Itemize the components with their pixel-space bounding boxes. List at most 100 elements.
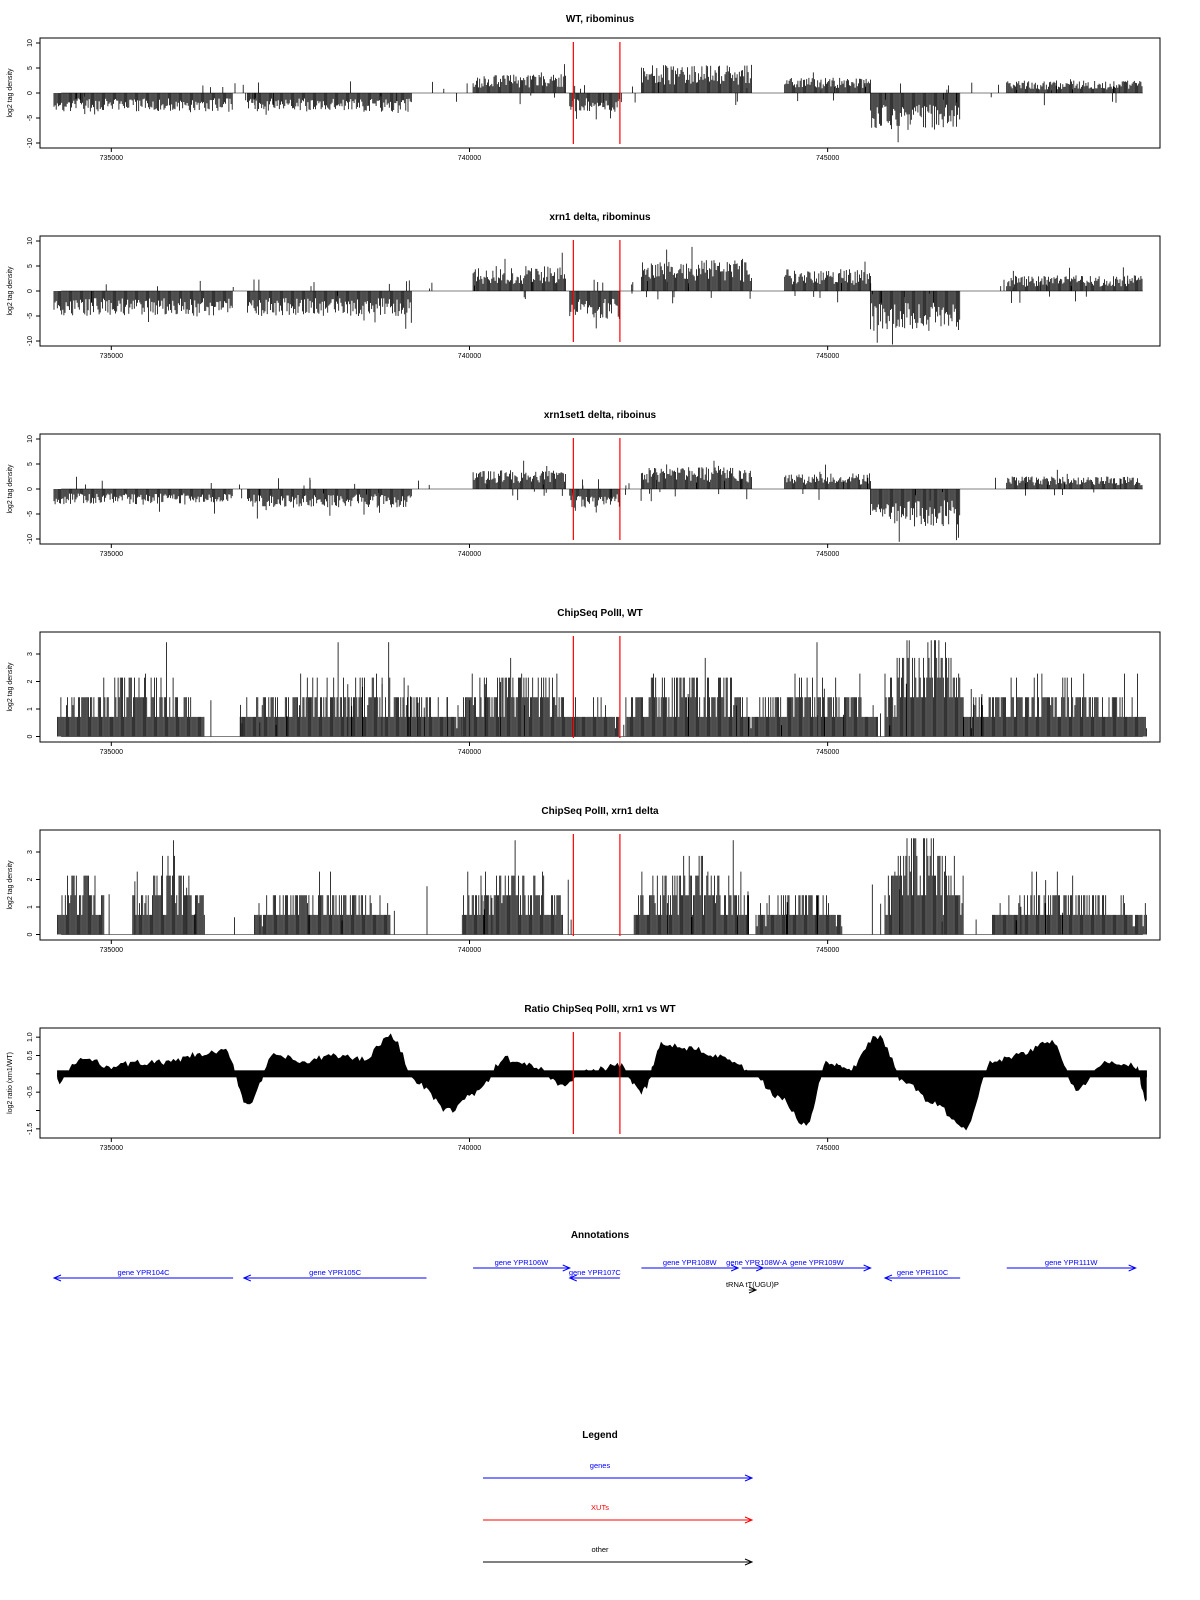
feature-arrowhead: [730, 1264, 740, 1272]
signal-segment-1: [53, 291, 233, 322]
chart-panel-5: ChipSeq PolII, xrn1 delta 0 1 2 3 log2 tag de…: [7, 806, 1161, 954]
signal-segment-3: [472, 64, 566, 93]
y-axis-label: log2 ratio (xrn1/WT): [7, 1052, 14, 1114]
x-tick-label: 745000: [816, 551, 839, 558]
chart-panel-4: ChipSeq PolII, WT 0 1 2 3 log2 tag density 735…: [7, 608, 1161, 756]
x-tick-label: 740000: [458, 749, 481, 756]
panel-title: xrn1 delta, ribominus: [549, 212, 651, 223]
signal-segment-5: [641, 64, 752, 93]
y-tick-label: -10: [27, 534, 34, 544]
y-tick-label: 10: [27, 237, 34, 245]
annotation-genes-feature: gene YPR104C: [52, 1268, 234, 1282]
legend-arrowhead: [744, 1474, 754, 1482]
y-tick-label: 1: [27, 707, 34, 711]
signal-segment-8: [1006, 267, 1143, 291]
chart-panel-2: xrn1 delta, ribominus -10 -5 0 5 10 log2 tag d…: [7, 212, 1161, 360]
feature-arrowhead: [748, 1286, 758, 1294]
y-axis-label: log2 tag density: [7, 68, 14, 118]
signal-segment-4: [569, 489, 620, 513]
signal-segment-6: [784, 464, 871, 489]
annotation-genes-feature: gene YPR107C: [568, 1268, 622, 1282]
feature-label: gene YPR110C: [897, 1268, 949, 1277]
signal-segment-3: [461, 657, 578, 737]
signal-segment-7: [884, 838, 964, 935]
signal-series: [57, 1033, 1147, 1131]
y-tick-label: 3: [27, 850, 34, 854]
y-tick-label: 5: [27, 264, 34, 268]
x-tick-label: 735000: [100, 353, 123, 360]
legend-label: genes: [590, 1461, 611, 1470]
x-tick-label: 745000: [816, 155, 839, 162]
signal-segment-4: [569, 291, 620, 329]
chart-panel-6: Ratio ChipSeq PolII, xrn1 vs WT -1.5 -0.5 0…: [7, 1004, 1161, 1152]
y-axis-label: log2 tag density: [7, 860, 14, 910]
y-tick-label: -5: [27, 313, 34, 319]
y-tick-label: -1.5: [27, 1123, 34, 1135]
signal-segment-5: [633, 840, 749, 935]
signal-segment-5: [641, 246, 752, 291]
x-tick-label: 735000: [100, 155, 123, 162]
annotation-genes-feature: gene YPR105C: [242, 1268, 427, 1282]
y-tick-label: 0.5: [27, 1051, 34, 1061]
annotation-other-feature: tRNA tT(UGU)P: [726, 1280, 779, 1294]
signal-segment-3: [472, 252, 566, 291]
signal-segment-7: [884, 640, 964, 737]
signal-segment-3: [254, 871, 391, 935]
plot-frame: [39, 631, 1161, 743]
feature-label: gene YPR106W: [495, 1258, 550, 1267]
feature-arrowhead: [863, 1264, 872, 1272]
x-tick-label: 740000: [458, 551, 481, 558]
y-axis-label: log2 tag density: [7, 662, 14, 712]
y-tick-label: 2: [27, 877, 34, 881]
x-tick-label: 745000: [816, 947, 839, 954]
y-tick-label: -5: [27, 115, 34, 121]
signal-segment-7: [870, 93, 961, 143]
y-tick-label: 10: [27, 435, 34, 443]
y-tick-label: -5: [27, 511, 34, 517]
plot-frame: [39, 829, 1161, 941]
chart-panel-3: xrn1set1 delta, riboinus -10 -5 0 5 10 log2 ta…: [7, 410, 1161, 558]
x-tick-label: 740000: [458, 353, 481, 360]
signal-segment-6: [784, 72, 871, 93]
signal-series: [53, 460, 1143, 542]
x-tick-label: 745000: [816, 1145, 839, 1152]
signal-segment-6: [748, 642, 878, 737]
feature-label: gene YPR107C: [569, 1268, 622, 1277]
chart-panel-1: WT, ribominus -10 -5 0 5 10 log2 tag density 73…: [7, 14, 1161, 162]
legend-arrowhead: [744, 1558, 754, 1566]
legend-item-other: other: [483, 1545, 754, 1566]
signal-segment-2: [246, 291, 412, 329]
feature-arrowhead: [242, 1274, 252, 1282]
annotation-genes-feature: gene YPR110C: [883, 1268, 961, 1282]
x-tick-label: 745000: [816, 749, 839, 756]
signal-segment-6: [755, 895, 843, 935]
legend-item-genes: genes: [483, 1461, 754, 1482]
y-tick-label: -0.5: [27, 1086, 34, 1098]
y-tick-label: 1.0: [27, 1032, 34, 1042]
panel-title: ChipSeq PolII, xrn1 delta: [541, 806, 659, 817]
y-axis-label: log2 tag density: [7, 464, 14, 514]
x-tick-label: 745000: [816, 353, 839, 360]
signal-segment-4: [569, 93, 620, 120]
x-tick-label: 740000: [458, 1145, 481, 1152]
signal-segment-1: [57, 875, 105, 935]
signal-segment-2: [246, 489, 412, 519]
signal-segment-5: [641, 460, 752, 489]
signal-segment-8: [1006, 469, 1143, 489]
signal-segment-2: [246, 93, 412, 115]
signal-series: [57, 838, 1147, 935]
y-axis-label: log2 tag density: [7, 266, 14, 316]
signal-segment-8: [963, 673, 1147, 737]
annotation-genes-feature: gene YPR108W: [641, 1258, 740, 1272]
annotation-genes-feature: gene YPR111W: [1006, 1258, 1137, 1272]
feature-arrowhead: [52, 1274, 62, 1282]
panel-title: Ratio ChipSeq PolII, xrn1 vs WT: [524, 1004, 675, 1015]
feature-arrowhead: [562, 1264, 572, 1272]
feature-label: gene YPR108W-A: [726, 1258, 787, 1267]
feature-label: gene YPR105C: [309, 1268, 362, 1277]
feature-label: tRNA tT(UGU)P: [726, 1280, 779, 1289]
y-tick-label: 5: [27, 66, 34, 70]
signal-segment-2: [132, 840, 205, 935]
legend-label: XUTs: [591, 1503, 609, 1512]
y-tick-label: 0: [27, 289, 34, 293]
